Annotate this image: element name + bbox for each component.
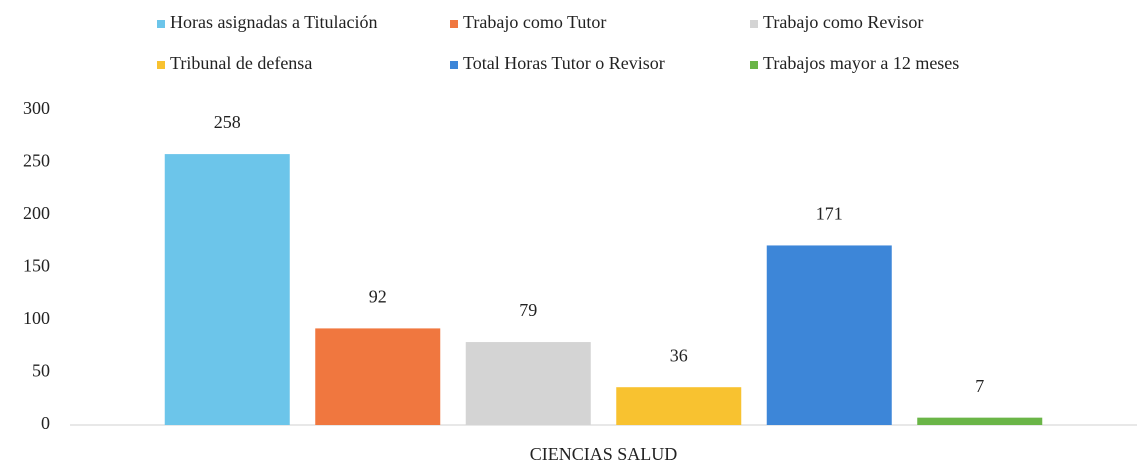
legend-swatch: [157, 61, 165, 69]
legend-label: Horas asignadas a Titulación: [170, 12, 377, 32]
bar: [465, 342, 591, 425]
x-tick-label: CIENCIAS SALUD: [530, 444, 678, 464]
data-label: 258: [214, 112, 241, 132]
y-tick-label: 250: [23, 151, 50, 171]
data-label: 7: [975, 376, 984, 396]
data-label: 171: [816, 204, 843, 224]
data-label: 36: [670, 345, 688, 365]
legend-label: Tribunal de defensa: [170, 53, 312, 73]
legend-swatch: [750, 61, 758, 69]
y-tick-label: 300: [23, 98, 50, 118]
y-tick-label: 50: [32, 361, 50, 381]
y-tick-label: 0: [41, 413, 50, 433]
data-label: 92: [369, 287, 387, 307]
legend-label: Total Horas Tutor o Revisor: [463, 53, 665, 73]
legend-swatch: [157, 20, 165, 28]
legend-swatch: [750, 20, 758, 28]
bar: [616, 387, 742, 425]
bar: [315, 328, 441, 425]
legend-swatch: [450, 20, 458, 28]
legend-swatch: [450, 61, 458, 69]
legend-label: Trabajo como Tutor: [463, 12, 606, 32]
bar: [766, 245, 892, 425]
bar: [917, 417, 1043, 425]
y-tick-label: 200: [23, 203, 50, 223]
y-tick-label: 150: [23, 256, 50, 276]
bar: [164, 154, 290, 425]
data-label: 79: [519, 300, 537, 320]
legend-label: Trabajo como Revisor: [763, 12, 923, 32]
legend-label: Trabajos mayor a 12 meses: [763, 53, 959, 73]
y-tick-label: 100: [23, 308, 50, 328]
